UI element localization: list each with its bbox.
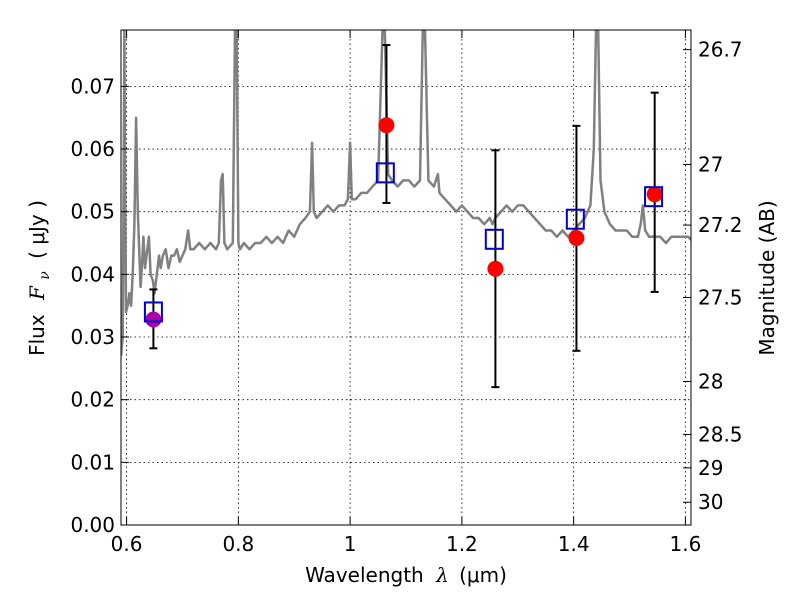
y-axis-label-subscript: ν xyxy=(37,271,53,280)
x-tick-label: 0.8 xyxy=(222,532,254,556)
y2-tick-label: 27.2 xyxy=(698,213,743,237)
x-tick-label: 0.6 xyxy=(111,532,143,556)
y2-tick-label: 27 xyxy=(698,152,723,176)
model-photometry-box xyxy=(644,186,664,208)
observed-point xyxy=(378,117,395,134)
y2-tick-label: 28 xyxy=(698,369,723,393)
observed-point xyxy=(487,260,504,277)
observed-point xyxy=(568,230,585,247)
y-axis-label-symbol: F xyxy=(25,285,49,301)
x-axis-label: Wavelength λ (μm) xyxy=(305,563,507,587)
y-tick-label: 0.04 xyxy=(70,262,115,286)
y-tick-label: 0.07 xyxy=(70,74,115,98)
model-photometry-box xyxy=(565,208,585,230)
x-tick-label: 1.6 xyxy=(670,532,702,556)
y2-tick-label: 26.7 xyxy=(698,38,743,62)
y2-tick-label: 27.5 xyxy=(698,285,743,309)
x-axis-label-unit: (μm) xyxy=(459,563,507,587)
y-tick-label: 0.06 xyxy=(70,137,115,161)
x-tick-label: 1.4 xyxy=(558,532,590,556)
x-tick-label: 1 xyxy=(344,532,357,556)
y2-tick-label: 30 xyxy=(698,490,723,514)
y-tick-label: 0.01 xyxy=(70,450,115,474)
y-axis-label-unit: ( μJy ) xyxy=(25,200,49,259)
y-tick-label: 0.02 xyxy=(70,388,115,412)
x-tick-label: 1.2 xyxy=(446,532,478,556)
observed-point xyxy=(646,186,663,203)
plot-frame xyxy=(120,29,692,526)
y2-tick-label: 29 xyxy=(698,456,723,480)
y-tick-label: 0.03 xyxy=(70,325,115,349)
secondary-y-axis-label: Magnitude (AB) xyxy=(755,200,779,355)
model-photometry-box xyxy=(375,162,395,184)
plot-data xyxy=(121,30,691,389)
observed-point xyxy=(145,311,162,328)
y-tick-label: 0.00 xyxy=(70,513,115,537)
observed-points xyxy=(145,117,663,328)
y2-tick-label: 28.5 xyxy=(698,422,743,446)
model-photometry-box xyxy=(143,301,163,323)
axis-ticks: 0.6 0.8 1 1.2 1.4 1.6 0.00 0.01 0.02 0.03 0.04 0.05… xyxy=(70,30,743,556)
x-axis-label-text: Wavelength xyxy=(305,563,424,587)
y-axis-label: Flux F ν ( μJy ) xyxy=(25,200,54,356)
model-photometry-box xyxy=(484,228,504,250)
y-tick-label: 0.05 xyxy=(70,200,115,224)
model-photometry-boxes xyxy=(143,162,664,323)
x-axis-label-symbol: λ xyxy=(435,563,449,587)
y-axis-label-text: Flux xyxy=(25,314,49,356)
